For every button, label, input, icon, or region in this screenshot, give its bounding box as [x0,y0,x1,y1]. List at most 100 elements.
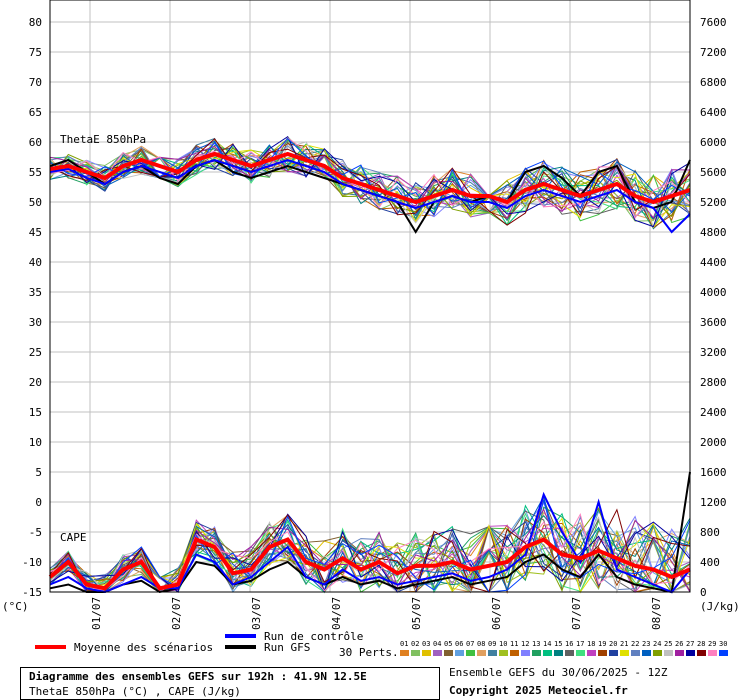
grid [50,0,690,593]
perturbation-code: 05 [444,640,452,648]
perturbation-swatch [642,650,651,656]
right-tick-label: 400 [700,556,720,569]
left-tick-label: 60 [29,136,42,149]
perturbation-code: 20 [609,640,617,648]
perturbation-swatch [433,650,442,656]
right-tick-label: 0 [700,586,707,599]
perturbation-swatch [466,650,475,656]
right-tick-label: 4400 [700,256,727,269]
left-tick-label: 65 [29,106,42,119]
perturbation-swatch [532,650,541,656]
perturbation-code: 13 [532,640,540,648]
perturbation-swatch [499,650,508,656]
left-tick-label: -15 [22,586,42,599]
x-tick-label: 07/07 [570,597,583,630]
perturbation-swatch [576,650,585,656]
x-tick-label: 04/07 [330,597,343,630]
perturbation-code: 24 [653,640,661,648]
left-tick-label: -10 [22,556,42,569]
perturbation-code: 15 [554,640,562,648]
right-tick-label: 1600 [700,466,727,479]
right-tick-label: 7200 [700,46,727,59]
right-axis-ticks: 7600720068006400600056005200480044004000… [700,16,727,599]
perturbation-code: 27 [686,640,694,648]
x-tick-label: 01/07 [90,597,103,630]
perturbation-swatch [708,650,717,656]
right-axis-unit: (J/kg) [700,600,740,613]
main-series [48,151,691,594]
perturbation-code: 25 [664,640,672,648]
perturbation-swatch [411,650,420,656]
x-tick-label: 03/07 [250,597,263,630]
perturbation-swatch [477,650,486,656]
right-tick-label: 4800 [700,226,727,239]
perturbation-code: 02 [411,640,419,648]
perturbation-swatch [719,650,728,656]
footer-title: Diagramme des ensembles GEFS sur 192h : … [29,670,367,683]
perturbation-swatch [609,650,618,656]
perturbation-code: 10 [499,640,507,648]
thetae-panel-label: ThetaE 850hPa [60,133,146,146]
perturbation-swatch [675,650,684,656]
right-tick-label: 2000 [700,436,727,449]
left-tick-label: 5 [35,466,42,479]
perturbation-swatch [631,650,640,656]
right-tick-label: 6400 [700,106,727,119]
thetae-mean-line [49,151,691,205]
perturbation-code: 14 [543,640,551,648]
left-tick-label: 40 [29,256,42,269]
left-tick-label: 70 [29,76,42,89]
perturbation-lines [49,135,691,594]
ensemble-info: Ensemble GEFS du 30/06/2025 - 12Z [449,666,668,679]
cape-panel-label: CAPE [60,531,87,544]
legend: Moyenne des scénarios Run de contrôle Ru… [35,630,399,659]
perturbation-code: 21 [620,640,628,648]
left-tick-label: 25 [29,346,42,359]
left-tick-label: 50 [29,196,42,209]
right-tick-label: 5600 [700,166,727,179]
perturbation-swatch [455,650,464,656]
x-tick-label: 08/07 [650,597,663,630]
footer-title-box: Diagramme des ensembles GEFS sur 192h : … [20,667,440,700]
perturbation-swatch [653,650,662,656]
right-tick-label: 1200 [700,496,727,509]
legend-control-label: Run de contrôle [264,630,363,643]
cape-perturbation-line [49,499,691,593]
left-tick-label: 0 [35,496,42,509]
right-tick-label: 3200 [700,346,727,359]
perturbation-swatch [488,650,497,656]
perturbation-swatch [521,650,530,656]
perturbation-code: 16 [565,640,573,648]
perturbation-code: 09 [488,640,496,648]
perturbation-swatch [620,650,629,656]
right-tick-label: 2800 [700,376,727,389]
left-tick-label: 10 [29,436,42,449]
left-tick-label: 55 [29,166,42,179]
thetae-perturbation-line [49,137,691,220]
perturbation-code: 19 [598,640,606,648]
copyright: Copyright 2025 Meteociel.fr [449,684,628,697]
right-tick-label: 6800 [700,76,727,89]
axes [49,0,691,593]
perturbation-code: 30 [719,640,727,648]
perturbation-code: 07 [466,640,474,648]
plot-frame [49,0,691,593]
thetae-perturbation-line [49,137,691,216]
x-tick-label: 06/07 [490,597,503,630]
right-tick-label: 800 [700,526,720,539]
perturbation-code: 01 [400,640,408,648]
perturbation-swatch [686,650,695,656]
right-tick-label: 5200 [700,196,727,209]
perturbation-swatch [565,650,574,656]
right-tick-label: 2400 [700,406,727,419]
cape-mean-line [48,536,691,591]
perturbation-swatch [400,650,409,656]
thetae-control-line [49,158,691,234]
perturbation-code: 12 [521,640,529,648]
left-tick-label: 15 [29,406,42,419]
x-tick-label: 05/07 [410,597,423,630]
left-tick-label: 20 [29,376,42,389]
perturbation-code: 04 [433,640,441,648]
